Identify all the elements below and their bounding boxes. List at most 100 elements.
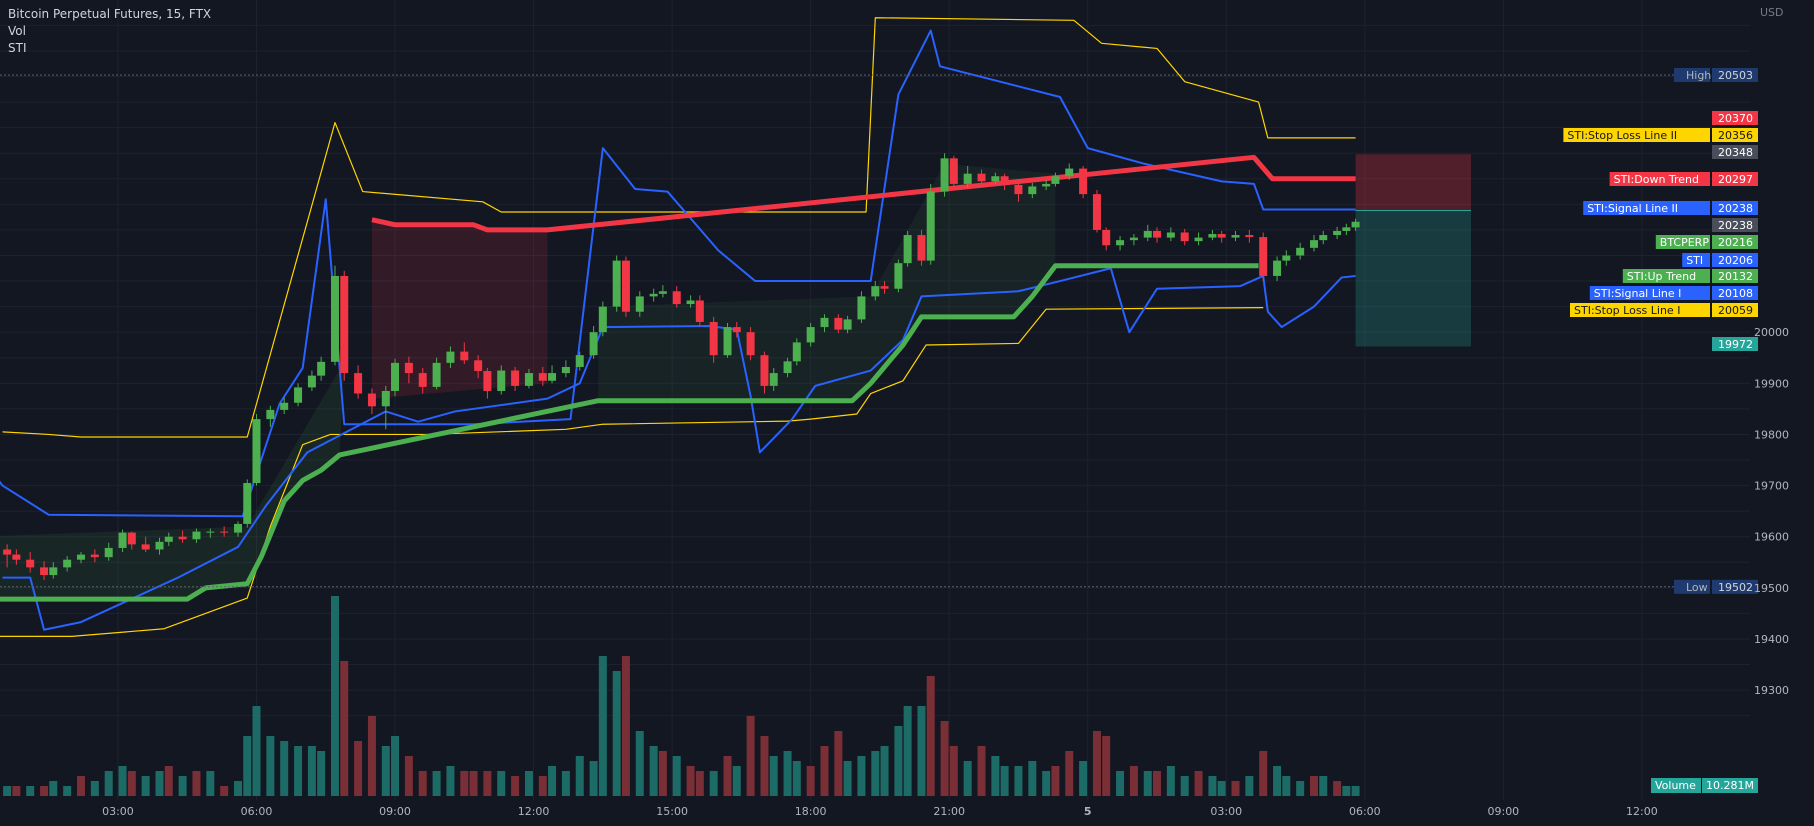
candle-body[interactable] — [695, 300, 704, 322]
candle-body[interactable] — [1129, 237, 1138, 241]
candle-body[interactable] — [1342, 227, 1351, 231]
candle-body[interactable] — [1310, 240, 1319, 248]
candle-body[interactable] — [635, 296, 644, 312]
candle-body[interactable] — [1014, 184, 1023, 195]
candle-body[interactable] — [1273, 260, 1282, 276]
candle-body[interactable] — [1166, 232, 1175, 238]
position-reward-zone[interactable] — [1355, 210, 1472, 347]
candle-body[interactable] — [1143, 230, 1152, 238]
sti-indicator-label[interactable]: STI — [8, 41, 27, 55]
candle-body[interactable] — [404, 362, 413, 374]
candle-body[interactable] — [589, 332, 598, 356]
candle-body[interactable] — [497, 370, 506, 391]
candle-body[interactable] — [1319, 235, 1328, 241]
candle-body[interactable] — [561, 366, 570, 374]
candle-body[interactable] — [307, 375, 316, 388]
candle-body[interactable] — [474, 360, 483, 372]
candle-body[interactable] — [723, 327, 732, 356]
candle-body[interactable] — [769, 373, 778, 386]
candle-body[interactable] — [1153, 230, 1161, 238]
candle-body[interactable] — [354, 373, 363, 394]
candle-body[interactable] — [1259, 237, 1268, 276]
candle-body[interactable] — [330, 275, 339, 362]
candle-body[interactable] — [917, 235, 926, 261]
candle-body[interactable] — [127, 532, 136, 545]
candle-body[interactable] — [871, 286, 880, 297]
candle-body[interactable] — [880, 286, 889, 289]
volume-indicator-label[interactable]: Vol — [8, 24, 26, 38]
candle-body[interactable] — [940, 158, 949, 192]
candle-body[interactable] — [1102, 229, 1111, 246]
candle-body[interactable] — [432, 362, 441, 387]
candle-body[interactable] — [234, 523, 243, 533]
candle-body[interactable] — [1042, 183, 1051, 187]
candle-body[interactable] — [1000, 176, 1009, 185]
candle-body[interactable] — [903, 235, 912, 264]
candle-body[interactable] — [575, 355, 584, 367]
candle-body[interactable] — [49, 567, 58, 576]
candle-body[interactable] — [26, 559, 35, 568]
candle-body[interactable] — [820, 317, 829, 328]
candle-body[interactable] — [524, 373, 533, 386]
candle-body[interactable] — [63, 559, 72, 568]
candle-body[interactable] — [732, 327, 741, 333]
candle-body[interactable] — [12, 554, 21, 560]
candle-body[interactable] — [1180, 232, 1189, 242]
candle-body[interactable] — [991, 176, 1000, 182]
candle-body[interactable] — [672, 291, 681, 305]
candle-body[interactable] — [164, 536, 173, 542]
candle-body[interactable] — [621, 260, 630, 312]
candle-body[interactable] — [746, 332, 755, 356]
candle-body[interactable] — [538, 373, 547, 381]
candle-body[interactable] — [649, 293, 658, 297]
candle-body[interactable] — [1351, 221, 1360, 228]
candle-body[interactable] — [1217, 234, 1226, 238]
candle-body[interactable] — [977, 173, 986, 182]
candle-body[interactable] — [1079, 168, 1088, 195]
candle-body[interactable] — [381, 390, 390, 407]
candle-body[interactable] — [1051, 176, 1060, 184]
candle-body[interactable] — [220, 531, 229, 533]
candle-body[interactable] — [598, 306, 607, 333]
symbol-title[interactable]: Bitcoin Perpetual Futures, 15, FTX — [8, 7, 212, 21]
candle-body[interactable] — [1231, 235, 1240, 238]
candle-body[interactable] — [806, 327, 815, 343]
candle-body[interactable] — [141, 544, 150, 550]
candle-body[interactable] — [949, 158, 958, 184]
candle-body[interactable] — [1282, 255, 1291, 261]
candle-body[interactable] — [266, 409, 275, 420]
candle-body[interactable] — [1333, 230, 1342, 236]
candle-body[interactable] — [483, 371, 492, 391]
candle-body[interactable] — [834, 317, 843, 330]
candle-body[interactable] — [391, 362, 400, 391]
candle-body[interactable] — [178, 536, 187, 540]
candle-body[interactable] — [1208, 234, 1217, 238]
candle-body[interactable] — [760, 355, 769, 386]
candle-body[interactable] — [1245, 235, 1254, 238]
candle-body[interactable] — [1092, 194, 1101, 230]
candle-body[interactable] — [280, 402, 289, 410]
candle-body[interactable] — [926, 191, 935, 261]
candle-body[interactable] — [709, 321, 718, 356]
candle-body[interactable] — [294, 387, 303, 403]
candle-body[interactable] — [612, 260, 621, 307]
candle-body[interactable] — [658, 291, 667, 294]
candle-body[interactable] — [1194, 237, 1203, 242]
candle-body[interactable] — [792, 342, 801, 362]
candle-body[interactable] — [252, 419, 261, 484]
candle-body[interactable] — [192, 531, 201, 540]
candle-body[interactable] — [1116, 240, 1125, 246]
candle-body[interactable] — [155, 541, 164, 550]
candle-body[interactable] — [857, 296, 866, 320]
candle-body[interactable] — [548, 373, 557, 381]
candle-body[interactable] — [340, 275, 349, 374]
currency-label[interactable]: USD — [1760, 6, 1784, 19]
candle-body[interactable] — [843, 319, 852, 330]
position-risk-zone[interactable] — [1355, 154, 1472, 211]
candle-body[interactable] — [1028, 186, 1037, 195]
candle-body[interactable] — [104, 547, 113, 558]
candle-body[interactable] — [446, 351, 455, 363]
candle-body[interactable] — [243, 483, 252, 524]
candle-body[interactable] — [367, 393, 376, 407]
